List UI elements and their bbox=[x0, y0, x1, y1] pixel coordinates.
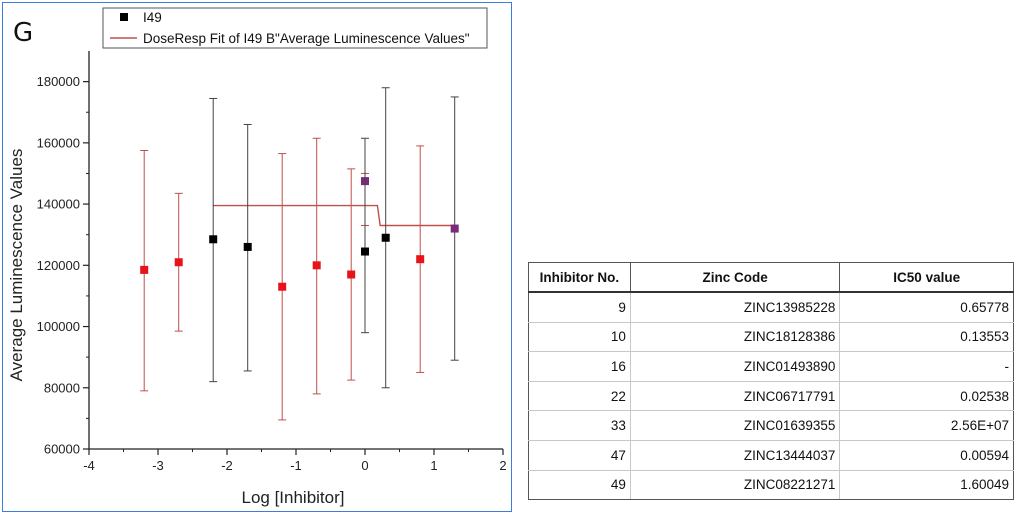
data-point-group bbox=[278, 153, 287, 421]
cell-inhibitor-no: 9 bbox=[528, 291, 631, 323]
cell-inhibitor-no: 10 bbox=[528, 321, 631, 353]
panel-label: G bbox=[13, 18, 33, 48]
y-tick-label: 120000 bbox=[37, 258, 80, 273]
data-point bbox=[209, 235, 218, 244]
data-point-group bbox=[347, 168, 356, 381]
header-zinc-code: Zinc Code bbox=[629, 262, 841, 293]
cell-inhibitor-no: 49 bbox=[528, 469, 631, 501]
table-row: 16 ZINC01493890- bbox=[528, 351, 1014, 382]
cell-ic50-value: 0.13553 bbox=[839, 321, 1014, 353]
legend-label-i49: I49 bbox=[143, 10, 162, 25]
data-point bbox=[140, 265, 149, 274]
data-point-group bbox=[416, 145, 425, 373]
table-row: 9 ZINC13985228 0.65778 bbox=[528, 291, 1014, 323]
data-point-group bbox=[243, 123, 252, 372]
legend-box bbox=[102, 7, 488, 49]
data-point-group bbox=[174, 192, 183, 332]
chart-svg: G I49 DoseResp Fit of I49 B"Average Lumin… bbox=[7, 7, 507, 507]
cell-ic50-value: 0.65778 bbox=[839, 291, 1014, 323]
y-tick-label: 60000 bbox=[44, 442, 80, 457]
x-tick-label: -3 bbox=[152, 458, 164, 473]
cell-zinc-code: ZINC01493890 bbox=[629, 351, 841, 382]
table-row: 33 ZINC01639355 2.56E+07 bbox=[528, 410, 1014, 441]
header-inhibitor-no: Inhibitor No. bbox=[528, 262, 631, 293]
y-tick-label: 100000 bbox=[37, 319, 80, 334]
data-point-group bbox=[312, 137, 321, 395]
plot-area: -4 -3 -2 -1 0 1 2 60000 80000 100000 120000 140000 1… bbox=[37, 51, 507, 473]
legend: I49 DoseResp Fit of I49 B"Average Lumines… bbox=[102, 7, 488, 49]
legend-marker-i49 bbox=[120, 13, 128, 21]
header-ic50-value: IC50 value bbox=[839, 262, 1014, 293]
data-point-group bbox=[140, 150, 149, 392]
data-point-group bbox=[209, 97, 218, 383]
table-header-row: Inhibitor No. Zinc Code IC50 value bbox=[528, 262, 1014, 293]
y-axis-title: Average Luminescence Values bbox=[7, 149, 26, 382]
table-row: 10 ZINC18128386 0.13553 bbox=[528, 321, 1014, 353]
chart-panel: G I49 DoseResp Fit of I49 B"Average Lumin… bbox=[2, 2, 512, 512]
cell-zinc-code: ZINC13444037 bbox=[629, 439, 841, 471]
cell-ic50-value: 2.56E+07 bbox=[839, 410, 1014, 441]
y-tick-label: 80000 bbox=[44, 380, 80, 395]
x-tick-label: -4 bbox=[83, 458, 95, 473]
x-tick-label: -1 bbox=[290, 458, 302, 473]
data-point-group bbox=[361, 137, 369, 334]
x-tick-label: -2 bbox=[221, 458, 233, 473]
fit-line bbox=[213, 204, 455, 227]
data-point-group bbox=[381, 87, 390, 389]
data-point bbox=[347, 270, 356, 279]
cell-ic50-value: 1.60049 bbox=[839, 469, 1014, 501]
ic50-table: Inhibitor No. Zinc Code IC50 value 9 ZINC… bbox=[528, 262, 1014, 501]
table-row: 47 ZINC13444037 0.00594 bbox=[528, 439, 1014, 471]
data-point bbox=[450, 224, 459, 233]
cell-ic50-value: - bbox=[839, 351, 1014, 382]
cell-inhibitor-no: 33 bbox=[528, 410, 631, 441]
y-tick-label: 160000 bbox=[37, 135, 80, 150]
x-tick-label: 1 bbox=[430, 458, 437, 473]
legend-label-fit: DoseResp Fit of I49 B"Average Luminescen… bbox=[143, 31, 470, 46]
data-point-group bbox=[450, 96, 459, 361]
y-tick-label: 180000 bbox=[37, 74, 80, 89]
cell-inhibitor-no: 22 bbox=[528, 380, 631, 412]
cell-zinc-code: ZINC13985228 bbox=[629, 291, 841, 323]
ic50-table-container: Inhibitor No. Zinc Code IC50 value 9 ZINC… bbox=[528, 262, 1014, 501]
cell-zinc-code: ZINC18128386 bbox=[629, 321, 841, 353]
cell-zinc-code: ZINC06717791 bbox=[629, 380, 841, 412]
data-point bbox=[174, 258, 183, 267]
data-point bbox=[312, 261, 321, 270]
cell-inhibitor-no: 16 bbox=[528, 351, 631, 382]
cell-zinc-code: ZINC01639355 bbox=[629, 410, 841, 441]
table-row: 22 ZINC06717791 0.02538 bbox=[528, 380, 1014, 412]
data-point bbox=[381, 233, 390, 242]
data-point bbox=[361, 247, 369, 256]
cell-ic50-value: 0.02538 bbox=[839, 380, 1014, 412]
data-point bbox=[416, 255, 425, 264]
data-point bbox=[243, 242, 252, 251]
y-tick-label: 140000 bbox=[37, 197, 80, 212]
cell-zinc-code: ZINC08221271 bbox=[629, 469, 841, 501]
cell-inhibitor-no: 47 bbox=[528, 439, 631, 471]
table-row: 49 ZINC08221271 1.60049 bbox=[528, 469, 1014, 501]
x-tick-label: 2 bbox=[499, 458, 506, 473]
x-tick-label: 0 bbox=[361, 458, 368, 473]
x-axis-title: Log [Inhibitor] bbox=[241, 488, 344, 507]
cell-ic50-value: 0.00594 bbox=[839, 439, 1014, 471]
data-point bbox=[278, 282, 287, 291]
